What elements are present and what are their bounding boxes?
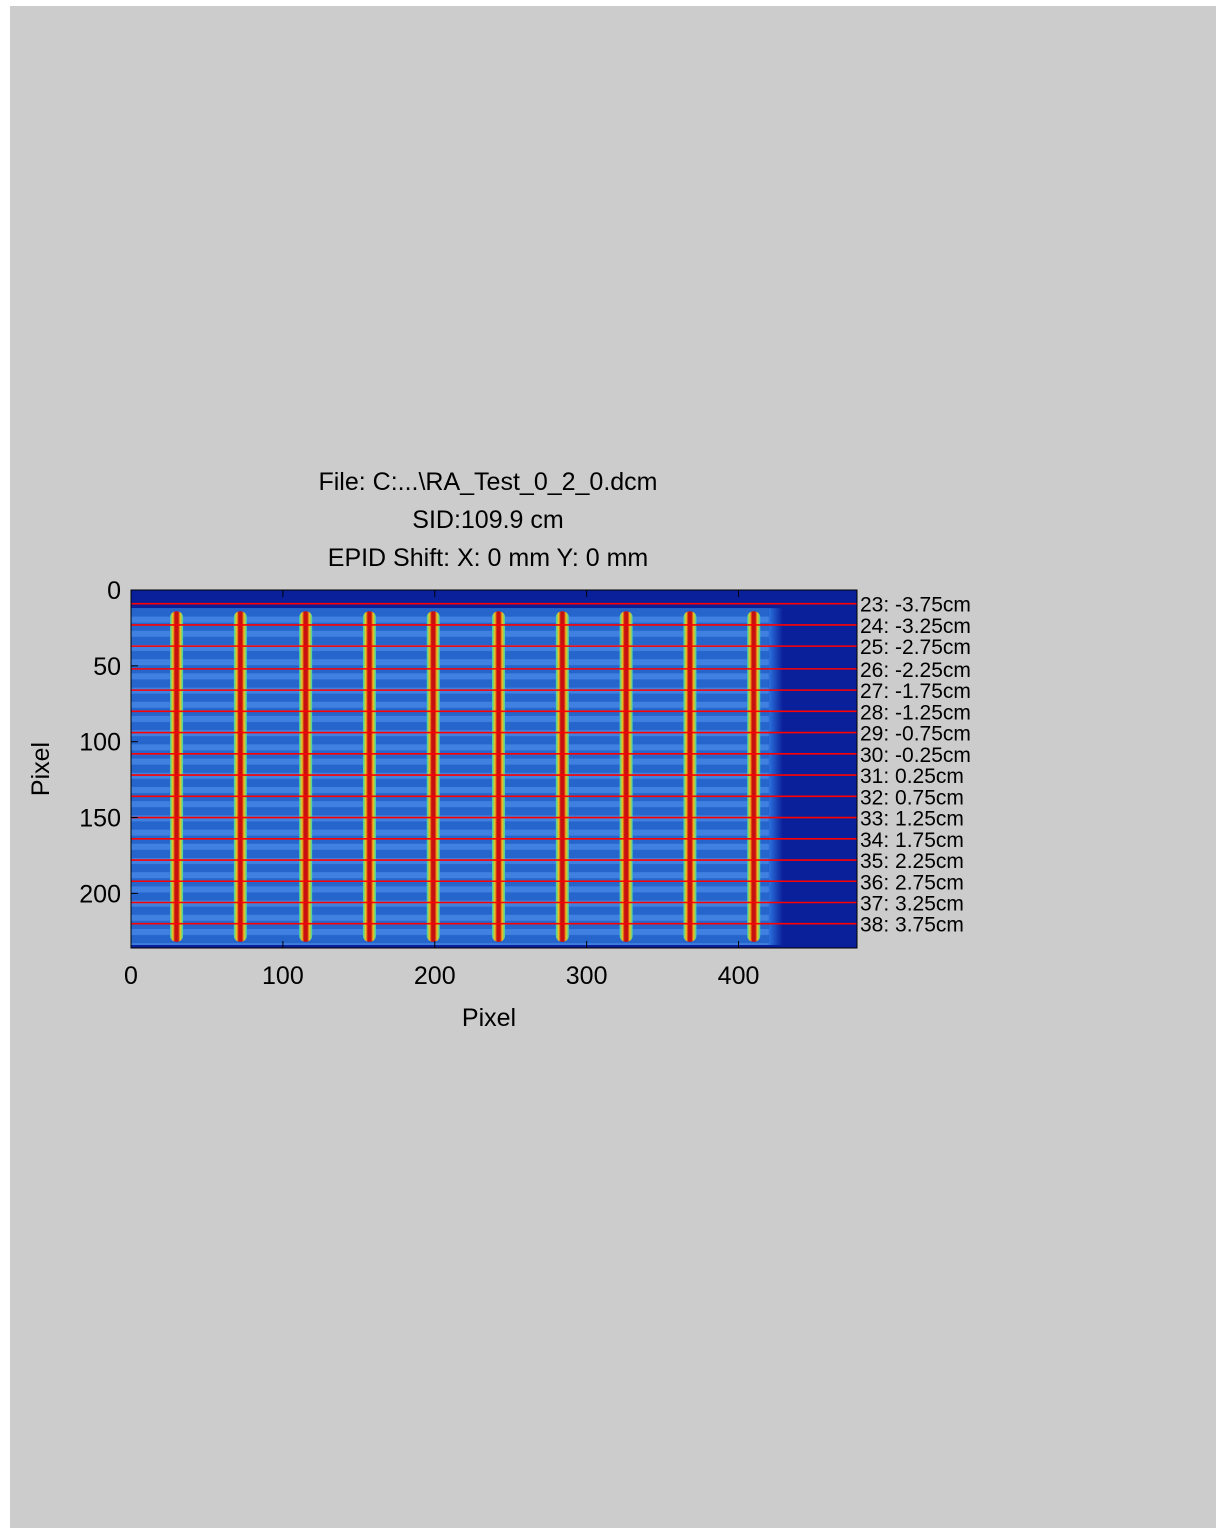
y-axis-label: Pixel — [27, 742, 55, 796]
title-line: EPID Shift: X: 0 mm Y: 0 mm — [328, 544, 648, 572]
epid-plot: File: C:...\RA_Test_0_2_0.dcm SID:109.9 c… — [27, 468, 971, 1032]
picket-strip — [426, 611, 440, 942]
y-tick-label: 0 — [107, 577, 121, 605]
leaf-label: 27: -1.75cm — [860, 680, 971, 703]
y-tick-label: 100 — [79, 729, 121, 757]
y-tick-label: 150 — [79, 805, 121, 833]
picket-strip — [492, 611, 506, 942]
title-line: File: C:...\RA_Test_0_2_0.dcm — [318, 468, 657, 496]
x-tick-label: 300 — [566, 962, 608, 990]
figure-window: File: C:...\RA_Test_0_2_0.dcm SID:109.9 c… — [10, 6, 1216, 1528]
leaf-label: 25: -2.75cm — [860, 636, 971, 659]
plot-title: File: C:...\RA_Test_0_2_0.dcm SID:109.9 c… — [318, 468, 657, 572]
picket-strip — [555, 611, 569, 942]
picket-strip — [299, 611, 313, 942]
leaf-label: 29: -0.75cm — [860, 723, 971, 746]
leaf-label: 38: 3.75cm — [860, 914, 964, 937]
leaf-label: 33: 1.25cm — [860, 808, 964, 831]
picket-strip — [683, 611, 697, 942]
picket-strip — [619, 611, 633, 942]
title-line: SID:109.9 cm — [412, 506, 563, 534]
leaf-label: 28: -1.25cm — [860, 701, 971, 724]
x-tick-label: 400 — [718, 962, 760, 990]
leaf-lines — [131, 602, 857, 925]
x-tick-label: 100 — [262, 962, 304, 990]
leaf-label: 34: 1.75cm — [860, 829, 964, 852]
picket-strip — [362, 611, 376, 942]
leaf-label: 35: 2.25cm — [860, 850, 964, 873]
leaf-label: 37: 3.25cm — [860, 892, 964, 915]
leaf-label: 36: 2.75cm — [860, 871, 964, 894]
field-edge — [768, 608, 783, 945]
leaf-label: 31: 0.25cm — [860, 765, 964, 788]
x-axis-label: Pixel — [462, 1004, 516, 1032]
leaf-label: 32: 0.75cm — [860, 786, 964, 809]
y-tick-label: 50 — [93, 653, 121, 681]
picket-strip — [233, 611, 247, 942]
y-tick-label: 200 — [79, 880, 121, 908]
leaf-banding — [131, 608, 769, 945]
leaf-label: 30: -0.25cm — [860, 744, 971, 767]
x-tick-label: 0 — [124, 962, 138, 990]
axes-box — [130, 589, 858, 949]
picket-strip — [747, 611, 761, 942]
leaf-label: 26: -2.25cm — [860, 659, 971, 682]
leaf-label: 23: -3.75cm — [860, 594, 971, 617]
picket-strip — [170, 611, 184, 942]
leaf-label: 24: -3.25cm — [860, 615, 971, 638]
x-tick-label: 200 — [414, 962, 456, 990]
